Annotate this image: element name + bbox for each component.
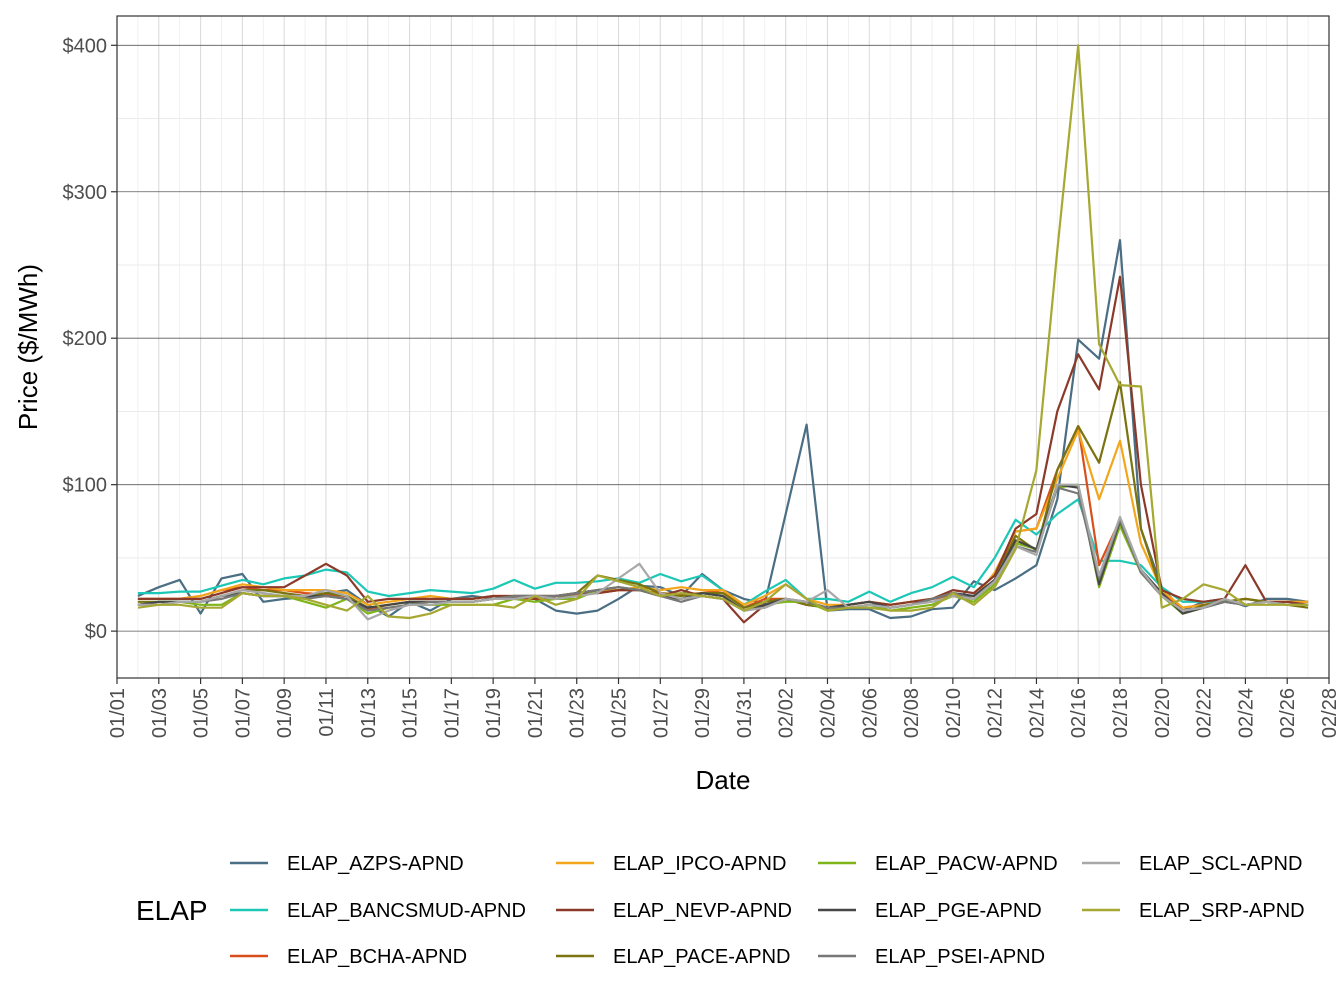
legend: ELAP ELAP_AZPS-APND ELAP_BANCSMUD-APND ELA… — [136, 853, 1305, 968]
x-tick-label: 01/19 — [483, 688, 505, 738]
x-tick-label: 02/20 — [1152, 688, 1174, 738]
x-tick-label: 02/18 — [1110, 688, 1132, 738]
x-tick-label: 01/13 — [358, 688, 380, 738]
x-tick-label: 02/12 — [985, 688, 1007, 738]
x-tick-label: 01/17 — [441, 688, 463, 738]
legend-item: ELAP_BANCSMUD-APND — [230, 900, 526, 922]
legend-label: ELAP_BANCSMUD-APND — [287, 900, 526, 922]
x-tick-label: 01/27 — [650, 688, 672, 738]
series-line-elap-srp-apnd — [137, 44, 1309, 620]
x-tick-label: 01/07 — [232, 688, 254, 738]
x-tick-label: 01/11 — [316, 688, 338, 737]
x-tick-label: 01/23 — [567, 688, 589, 738]
x-tick-label: 01/21 — [525, 688, 547, 738]
x-tick-label: 02/16 — [1068, 688, 1090, 738]
y-tick-label: $0 — [85, 621, 107, 643]
x-tick-label: 02/10 — [943, 688, 965, 738]
grid — [116, 16, 1330, 678]
y-tick-label: $400 — [63, 35, 108, 57]
y-tick-label: $200 — [63, 328, 108, 350]
x-tick-label: 01/25 — [609, 688, 631, 738]
legend-label: ELAP_NEVP-APND — [613, 900, 792, 922]
legend-label: ELAP_BCHA-APND — [287, 946, 467, 968]
x-tick-label: 02/22 — [1194, 688, 1216, 738]
legend-item: ELAP_SCL-APND — [1082, 853, 1302, 875]
legend-item: ELAP_PACE-APND — [556, 946, 790, 968]
legend-label: ELAP_IPCO-APND — [613, 853, 786, 875]
x-tick-label: 01/09 — [274, 688, 296, 738]
x-tick-label: 02/08 — [901, 688, 923, 738]
x-tick-label: 01/01 — [107, 688, 129, 738]
legend-label: ELAP_AZPS-APND — [287, 853, 464, 875]
legend-label: ELAP_PACW-APND — [875, 853, 1058, 875]
legend-item: ELAP_NEVP-APND — [556, 900, 792, 922]
legend-item: ELAP_SRP-APND — [1082, 900, 1305, 922]
y-axis-title: Price ($/MWh) — [13, 264, 43, 430]
legend-item: ELAP_PSEI-APND — [818, 946, 1045, 968]
x-tick-label: 02/06 — [859, 688, 881, 738]
axes: $0 $100 $200 $300 $400 01/01 01/03 01/05 01/07 01… — [63, 35, 1342, 738]
x-tick-label: 01/31 — [734, 688, 756, 738]
x-axis-title: Date — [696, 765, 751, 795]
legend-label: ELAP_PSEI-APND — [875, 946, 1045, 968]
legend-label: ELAP_PGE-APND — [875, 900, 1042, 922]
series-line-elap-pace-apnd — [137, 381, 1309, 615]
x-tick-label: 01/29 — [692, 688, 714, 738]
x-tick-label: 02/26 — [1277, 688, 1299, 738]
y-tick-label: $100 — [63, 475, 108, 497]
x-tick-label: 01/03 — [149, 688, 171, 738]
series-lines — [137, 44, 1309, 624]
legend-title: ELAP — [136, 895, 208, 926]
x-tick-label: 01/05 — [191, 688, 213, 738]
x-tick-label: 01/15 — [400, 688, 422, 738]
legend-item: ELAP_IPCO-APND — [556, 853, 786, 875]
x-tick-label: 02/02 — [776, 688, 798, 738]
x-tick-label: 02/14 — [1026, 688, 1048, 738]
legend-label: ELAP_SRP-APND — [1139, 900, 1305, 922]
legend-label: ELAP_SCL-APND — [1139, 853, 1302, 875]
plot-panel-border — [116, 15, 1330, 679]
legend-item: ELAP_PGE-APND — [818, 900, 1042, 922]
x-tick-label: 02/28 — [1319, 688, 1341, 738]
x-tick-label: 02/04 — [818, 688, 840, 738]
x-tick-label: 02/24 — [1235, 688, 1257, 738]
legend-label: ELAP_PACE-APND — [613, 946, 790, 968]
legend-item: ELAP_PACW-APND — [818, 853, 1058, 875]
legend-item: ELAP_AZPS-APND — [230, 853, 464, 875]
y-tick-label: $300 — [63, 182, 108, 204]
legend-item: ELAP_BCHA-APND — [230, 946, 467, 968]
